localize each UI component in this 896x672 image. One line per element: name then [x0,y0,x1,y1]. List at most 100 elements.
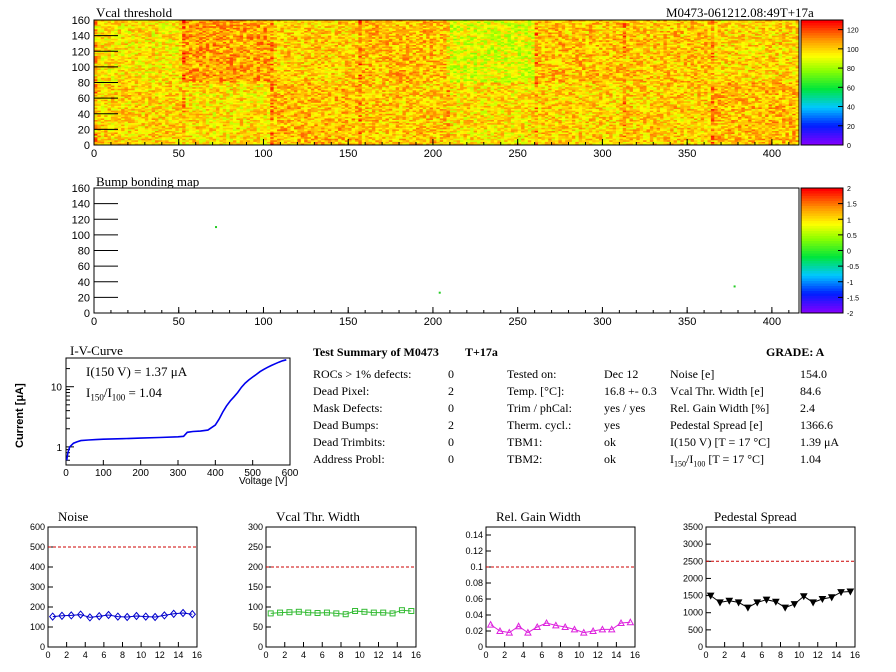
pixel-cell [653,27,657,30]
pixel-cell [205,35,210,38]
pixel-cell [229,23,234,25]
pixel-cell [104,24,108,27]
pixel-cell [405,26,410,29]
pixel-cell [619,24,624,27]
pixel-cell [155,27,159,30]
pixel-cell [521,20,525,22]
pixel-cell [229,24,234,27]
pixel-cell [354,35,359,38]
pixel-cell [460,30,464,33]
pixel-cell [195,21,200,24]
pixel-cell [344,23,349,25]
pixel-cell [670,29,674,32]
pixel-cell [510,30,515,33]
pixel-cell [561,35,566,38]
pixel-cell [463,24,468,27]
pixel-cell [324,23,329,25]
pixel-cell [178,23,183,25]
pixel-cell [297,30,302,33]
pixel-cell [148,20,152,22]
pixel-cell [761,29,766,32]
pixel-cell [307,27,312,30]
pixel-cell [483,35,488,38]
pixel-cell [548,29,552,32]
pixel-cell [402,29,407,32]
pixel-cell [653,34,657,36]
pixel-cell [266,26,271,29]
pixel-cell [110,34,115,36]
pixel-cell [422,30,427,33]
pixel-cell [104,21,108,24]
pixel-cell [507,34,512,36]
pixel-cell [588,20,593,22]
pixel-cell [554,23,559,25]
pixel-cell [714,34,718,36]
pixel-cell [490,24,495,27]
pixel-cell [649,21,654,24]
pixel-cell [714,32,718,35]
pixel-cell [290,34,295,36]
pixel-cell [317,20,322,22]
pixel-cell [287,21,291,24]
pixel-cell [724,23,729,25]
pixel-cell [443,23,447,25]
pixel-cell [680,26,685,29]
pixel-cell [775,23,779,25]
pixel-cell [368,29,373,32]
pixel-cell [422,24,427,27]
pixel-cell [700,26,705,29]
pixel-cell [253,27,257,30]
pixel-cell [609,32,613,35]
pixel-cell [748,24,752,27]
pixel-cell [717,29,722,32]
pixel-cell [602,24,607,27]
pixel-cell [477,27,481,30]
pixel-cell [117,20,122,22]
pixel-cell [161,26,166,29]
pixel-cell [741,27,746,30]
pixel-cell [419,20,424,22]
pixel-cell [388,35,393,38]
pixel-cell [792,34,796,36]
pixel-cell [778,27,783,30]
pixel-cell [741,21,746,24]
pixel-cell [293,30,298,33]
pixel-cell [171,20,176,22]
pixel-cell [405,35,410,38]
pixel-cell [473,30,478,33]
pixel-cell [721,21,725,24]
pixel-cell [771,35,776,38]
pixel-cell [226,35,230,38]
pixel-cell [592,24,596,27]
pixel-cell [717,35,722,38]
pixel-cell [344,27,349,30]
pixel-cell [649,32,654,35]
pixel-cell [182,24,186,27]
pixel-cell [463,32,468,35]
pixel-cell [619,23,624,25]
pixel-cell [727,20,732,22]
module-id: M0473-061212.08:49T+17a [666,5,814,20]
pixel-cell [273,23,278,25]
pixel-cell [202,29,207,32]
pixel-cell [721,24,725,27]
pixel-cell [632,29,637,32]
pixel-cell [287,30,291,33]
pixel-cell [443,35,447,38]
pixel-cell [748,23,752,25]
pixel-cell [470,21,474,24]
pixel-cell [619,32,624,35]
pixel-cell [605,21,610,24]
pixel-cell [216,35,220,38]
pixel-cell [480,27,485,30]
pixel-cell [324,26,329,29]
pixel-cell [636,20,640,22]
pixel-cell [97,27,102,30]
pixel-cell [466,30,471,33]
pixel-cell [680,29,685,32]
pixel-cell [263,37,268,40]
pixel-cell [304,23,308,25]
pixel-cell [487,35,491,38]
pixel-cell [697,23,702,25]
pixel-cell [348,20,352,22]
